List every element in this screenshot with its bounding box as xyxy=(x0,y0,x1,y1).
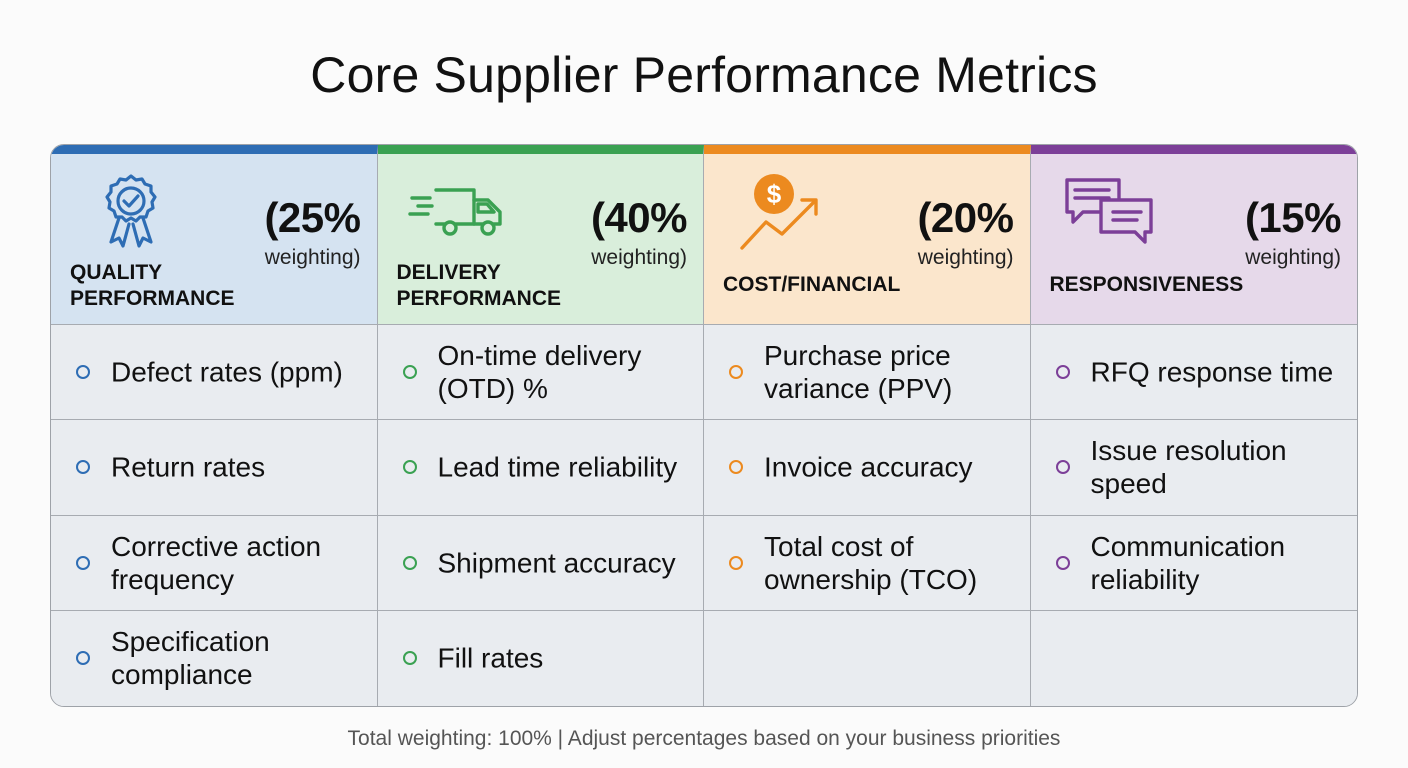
metric-label: Issue resolution speed xyxy=(1090,435,1287,500)
bullet-icon xyxy=(729,365,743,380)
metric-label: Lead time reliability xyxy=(437,451,678,483)
header-responsiveness: (15% weighting) RESPONSIVENESS xyxy=(1030,145,1357,325)
weight-percent: (20% xyxy=(917,194,1014,241)
metric-label: Corrective action frequency xyxy=(111,530,322,595)
metric-label: Defect rates (ppm) xyxy=(111,356,343,388)
empty-cell xyxy=(1030,610,1357,706)
bullet-icon xyxy=(402,555,417,570)
bullet-icon xyxy=(76,365,90,380)
svg-text:$: $ xyxy=(767,179,782,209)
metric-label: Purchase price variance (PPV) xyxy=(764,340,953,405)
metric-cell: Return rates xyxy=(51,420,378,516)
weight-label: weighting) xyxy=(264,246,361,269)
weight-label: weighting) xyxy=(1245,246,1341,269)
metric-label: Fill rates xyxy=(437,642,544,674)
metric-cell: Defect rates (ppm) xyxy=(51,325,378,421)
header-delivery: (40% weighting) DELIVERY PERFORMANCE xyxy=(377,145,704,325)
award-ribbon-icon xyxy=(81,172,181,252)
metric-label: Communication reliability xyxy=(1090,530,1286,595)
weight-percent: (40% xyxy=(590,194,688,241)
footer-note: Total weighting: 100% | Adjust percentag… xyxy=(347,727,1061,750)
metric-cell: Lead time reliability xyxy=(377,420,704,516)
bullet-icon xyxy=(1055,555,1070,570)
metric-cell: Corrective action frequency xyxy=(51,515,378,611)
chat-bubbles-icon xyxy=(1061,172,1161,252)
delivery-truck-icon xyxy=(407,172,508,252)
bullet-icon xyxy=(402,365,417,380)
metric-cell: On-time delivery (OTD) % xyxy=(377,325,704,421)
bullet-icon xyxy=(1055,460,1070,475)
weight-percent: (15% xyxy=(1244,194,1342,241)
bullet-icon xyxy=(402,460,417,475)
bullet-icon xyxy=(402,651,417,666)
metric-cell: Communication reliability xyxy=(1030,515,1357,611)
weight-label: weighting) xyxy=(591,246,687,269)
bullet-icon xyxy=(76,555,90,570)
metric-label: On-time delivery (OTD) % xyxy=(437,340,642,405)
metric-cell: Fill rates xyxy=(377,610,704,706)
metric-label: Shipment accuracy xyxy=(437,547,676,579)
metric-cell: RFQ response time xyxy=(1030,325,1357,421)
metric-cell: Total cost of ownership (TCO) xyxy=(704,515,1031,611)
category-name: COST/FINANCIAL xyxy=(723,273,901,296)
metric-label: Specification compliance xyxy=(111,626,270,691)
metric-label: Total cost of ownership (TCO) xyxy=(764,530,978,595)
metric-label: Return rates xyxy=(111,451,266,483)
bullet-icon xyxy=(76,460,90,475)
header-quality: (25% weighting) QUALITY PERFORMANCE xyxy=(51,145,378,325)
bullet-icon xyxy=(1055,365,1070,380)
bullet-icon xyxy=(76,651,90,666)
category-name: QUALITY PERFORMANCE xyxy=(70,261,235,310)
weight-label: weighting) xyxy=(917,246,1014,269)
metric-cell: Specification compliance xyxy=(51,610,378,706)
metric-cell: Invoice accuracy xyxy=(704,420,1031,516)
category-name: DELIVERY PERFORMANCE xyxy=(396,261,562,310)
header-cost: $ (20% weighting) COST/FINANCIAL xyxy=(704,145,1031,325)
metric-label: RFQ response time xyxy=(1090,356,1334,388)
metrics-table: (25% weighting) QUALITY PERFORMANCE (40%… xyxy=(50,144,1358,707)
metric-label: Invoice accuracy xyxy=(764,451,973,483)
dollar-growth-icon: $ xyxy=(734,172,834,252)
bullet-icon xyxy=(729,460,743,475)
metric-cell: Purchase price variance (PPV) xyxy=(704,325,1031,421)
bullet-icon xyxy=(729,555,743,570)
metric-cell: Issue resolution speed xyxy=(1030,420,1357,516)
category-name: RESPONSIVENESS xyxy=(1049,273,1244,296)
empty-cell xyxy=(704,610,1031,706)
metric-cell: Shipment accuracy xyxy=(377,515,704,611)
weight-percent: (25% xyxy=(264,194,361,241)
page-title: Core Supplier Performance Metrics xyxy=(310,47,1098,103)
